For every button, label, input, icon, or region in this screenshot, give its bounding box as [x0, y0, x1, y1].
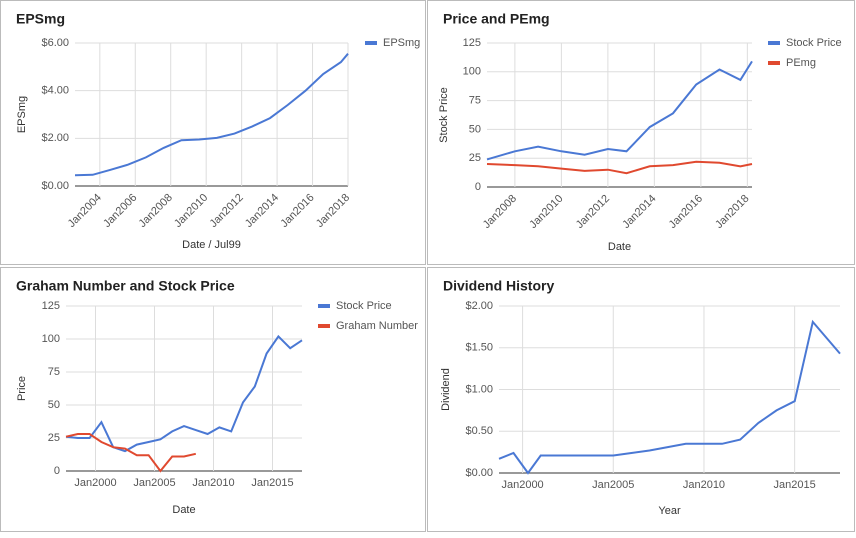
x-tick-label: Jan2010: [683, 479, 725, 491]
y-axis-title: Price: [16, 376, 28, 401]
legend-label: Stock Price: [786, 37, 842, 49]
x-axis-title: Date / Jul99: [182, 239, 241, 251]
y-tick-label: 25: [48, 432, 60, 444]
chart-title: Price and PEmg: [443, 11, 550, 27]
legend-swatch: [318, 324, 330, 328]
y-tick-label: $2.00: [465, 300, 493, 312]
y-tick-label: 100: [463, 66, 481, 78]
legend-swatch: [768, 41, 780, 45]
y-tick-label: 0: [475, 181, 481, 193]
x-axis-title: Date: [608, 241, 631, 253]
data-line: [486, 60, 753, 161]
legend-label: Stock Price: [336, 300, 392, 312]
y-tick-label: $2.00: [41, 132, 69, 144]
legend-swatch: [768, 61, 780, 65]
legend-swatch: [365, 41, 377, 45]
data-line: [65, 433, 197, 473]
y-tick-label: 125: [463, 37, 481, 49]
data-line: [65, 334, 303, 453]
legend-swatch: [318, 304, 330, 308]
chart-title: Graham Number and Stock Price: [16, 278, 235, 294]
y-tick-label: $0.00: [465, 467, 493, 479]
y-tick-label: 0: [54, 465, 60, 477]
x-tick-label: Jan2005: [592, 479, 634, 491]
y-tick-label: 75: [469, 95, 481, 107]
x-tick-label: Jan2015: [251, 477, 293, 489]
chart-title: EPSmg: [16, 11, 65, 27]
data-line: [498, 319, 841, 475]
x-axis-title: Year: [658, 505, 681, 517]
x-tick-label: Jan2000: [501, 479, 543, 491]
panel: [427, 267, 855, 532]
legend-label: Graham Number: [336, 320, 418, 332]
y-tick-label: $0.50: [465, 425, 493, 437]
y-tick-label: $0.00: [41, 180, 69, 192]
legend-label: EPSmg: [383, 37, 420, 49]
y-tick-label: $1.00: [465, 383, 493, 395]
y-axis-title: Dividend: [440, 368, 452, 411]
x-tick-label: Jan2005: [133, 477, 175, 489]
x-tick-label: Jan2010: [192, 477, 234, 489]
y-tick-label: 25: [469, 152, 481, 164]
panel: [427, 0, 855, 265]
y-tick-label: 50: [469, 123, 481, 135]
y-tick-label: 75: [48, 366, 60, 378]
y-tick-label: $1.50: [465, 342, 493, 354]
x-tick-label: Jan2000: [74, 477, 116, 489]
y-tick-label: 50: [48, 399, 60, 411]
y-tick-label: 125: [42, 300, 60, 312]
y-tick-label: 100: [42, 333, 60, 345]
chart-title: Dividend History: [443, 278, 554, 294]
data-line: [486, 160, 753, 175]
y-axis-title: EPSmg: [16, 96, 28, 133]
panel: [0, 0, 426, 265]
y-tick-label: $4.00: [41, 85, 69, 97]
data-line: [74, 53, 349, 177]
x-axis-title: Date: [172, 504, 195, 516]
legend-label: PEmg: [786, 57, 816, 69]
y-tick-label: $6.00: [41, 37, 69, 49]
x-tick-label: Jan2015: [774, 479, 816, 491]
y-axis-title: Stock Price: [438, 87, 450, 143]
